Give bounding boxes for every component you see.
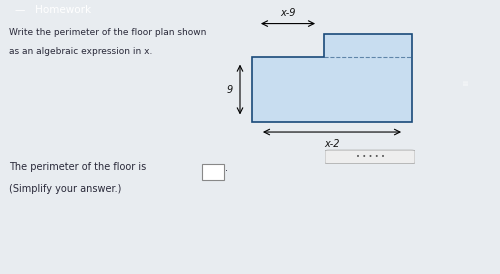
Text: x-9: x-9: [280, 8, 296, 18]
Text: The perimeter of the floor is: The perimeter of the floor is: [9, 162, 146, 172]
Text: lll: lll: [463, 79, 469, 85]
Text: (Simplify your answer.): (Simplify your answer.): [9, 184, 122, 194]
Text: x-2: x-2: [324, 139, 340, 149]
Text: • • • • •: • • • • •: [356, 154, 384, 160]
Text: .: .: [225, 163, 228, 173]
Text: —   Homework: — Homework: [15, 5, 91, 15]
FancyBboxPatch shape: [325, 150, 415, 164]
FancyBboxPatch shape: [202, 164, 224, 179]
Text: Write the perimeter of the floor plan shown: Write the perimeter of the floor plan sh…: [9, 28, 206, 38]
Text: 9: 9: [227, 84, 233, 95]
Text: as an algebraic expression in x.: as an algebraic expression in x.: [9, 47, 152, 56]
Polygon shape: [252, 34, 412, 122]
